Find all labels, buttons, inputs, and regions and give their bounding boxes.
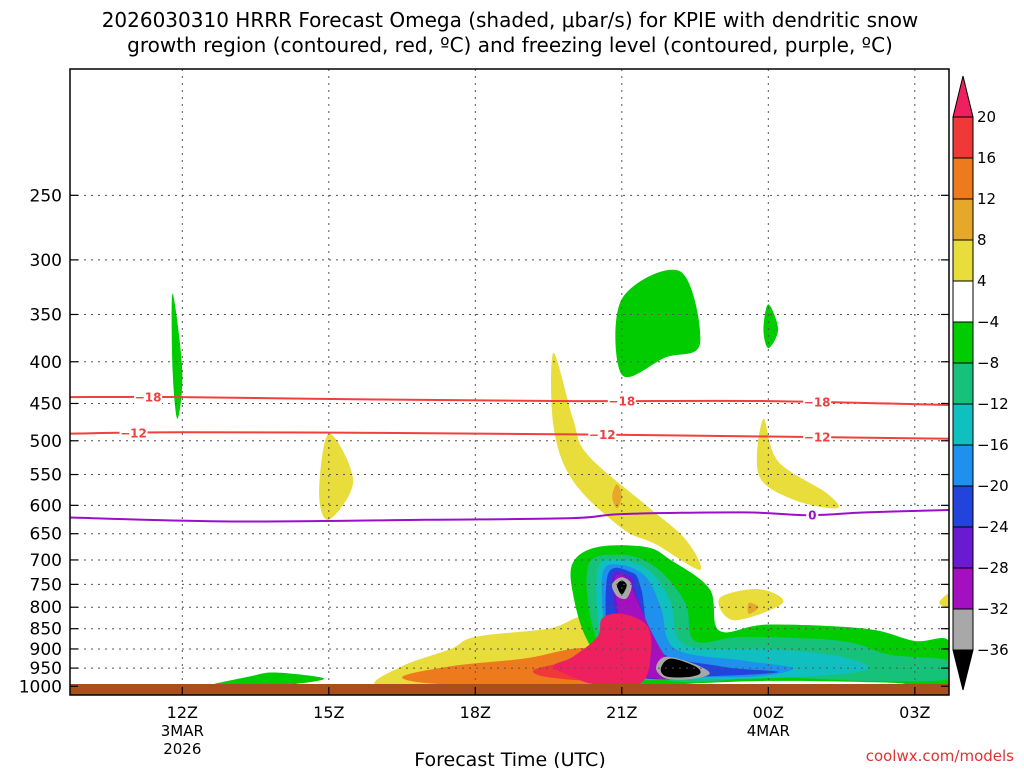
contour-label-dgz-minus18-1: −18 bbox=[608, 395, 635, 409]
contour-label-bg-dgz-minus12-1 bbox=[588, 427, 617, 442]
chart-title-line2: growth region (contoured, red, ºC) and f… bbox=[127, 33, 893, 57]
colorbar-swatch-5 bbox=[952, 280, 974, 323]
omega-region-yellow-mid-left bbox=[319, 433, 354, 521]
contour-label-dgz-minus12-1: −12 bbox=[589, 428, 616, 442]
colorbar-swatch-12 bbox=[952, 567, 974, 610]
contour-freezing-level bbox=[70, 509, 949, 523]
ytick-label-250: 250 bbox=[30, 186, 62, 206]
ytick-label-350: 350 bbox=[30, 305, 62, 325]
omega-shaded-regions bbox=[171, 269, 949, 695]
colorbar-label-12: −32 bbox=[977, 600, 1009, 618]
colorbar-swatch-2 bbox=[952, 157, 974, 200]
colorbar-swatch-6 bbox=[952, 321, 974, 364]
y-axis-ticks: 2503003504004505005506006507007508008509… bbox=[19, 186, 949, 697]
ytick-label-900: 900 bbox=[30, 640, 62, 660]
colorbar-label-1: 16 bbox=[977, 149, 996, 167]
colorbar-label-10: −24 bbox=[977, 518, 1009, 536]
colorbar-label-0: 20 bbox=[977, 108, 996, 126]
omega-region-magenta-core bbox=[553, 613, 652, 687]
colorbar-swatch-11 bbox=[952, 526, 974, 569]
omega-region-orange-small-right bbox=[747, 602, 759, 614]
colorbar-label-13: −36 bbox=[977, 641, 1009, 659]
omega-region-yellow-diagonal-right bbox=[756, 418, 839, 509]
omega-region-green-upper-left bbox=[171, 293, 183, 419]
contour-label-bg-dgz-minus18-2 bbox=[803, 395, 832, 410]
contour-label-dgz-minus18-2: −18 bbox=[804, 396, 831, 410]
colorbar-label-7: −12 bbox=[977, 395, 1009, 413]
ytick-label-850: 850 bbox=[30, 620, 62, 640]
colorbar-label-6: −8 bbox=[977, 354, 999, 372]
plot-frame bbox=[69, 68, 950, 696]
contour-label-bg-dgz-minus18-0 bbox=[134, 390, 163, 405]
omega-region-yellow-diagonal-mid bbox=[551, 352, 702, 570]
omega-region-green-upper-mid bbox=[615, 269, 701, 378]
colorbar-swatch-3 bbox=[952, 198, 974, 241]
colorbar-arrow-top bbox=[952, 75, 974, 118]
ytick-label-550: 550 bbox=[30, 466, 62, 486]
xtick-date-12Z: 3MAR bbox=[161, 722, 204, 740]
colorbar-arrow-bottom bbox=[952, 649, 974, 691]
ytick-label-800: 800 bbox=[30, 598, 62, 618]
omega-region-yellow-edge-right bbox=[939, 593, 949, 608]
contour-label-bg-dgz-minus12-0 bbox=[119, 425, 148, 440]
xtick-label-03Z: 03Z bbox=[899, 703, 930, 722]
colorbar-label-2: 12 bbox=[977, 190, 996, 208]
omega-region-orange-small-mid bbox=[612, 484, 622, 509]
colorbar-swatch-10 bbox=[952, 485, 974, 528]
temperature-contours: −18 −18 −18 −12 −12 −12 0 bbox=[70, 390, 949, 523]
ytick-label-1000: 1000 bbox=[19, 677, 62, 697]
colorbar-swatch-4 bbox=[952, 239, 974, 282]
contour-label-bg-freezing-level-0 bbox=[806, 508, 819, 523]
xtick-label-18Z: 18Z bbox=[460, 703, 491, 722]
ytick-label-750: 750 bbox=[30, 575, 62, 595]
colorbar-label-8: −16 bbox=[977, 436, 1009, 454]
xtick-label-12Z: 12Z bbox=[167, 703, 198, 722]
omega-region-green-lower-left bbox=[206, 672, 325, 688]
xtick-label-15Z: 15Z bbox=[313, 703, 344, 722]
ytick-label-400: 400 bbox=[30, 353, 62, 373]
credit-text: coolwx.com/models bbox=[866, 747, 1014, 765]
ytick-label-700: 700 bbox=[30, 551, 62, 571]
chart-title-line1: 2026030310 HRRR Forecast Omega (shaded, … bbox=[102, 8, 919, 32]
xtick-year-12Z: 2026 bbox=[163, 740, 201, 758]
colorbar-swatch-9 bbox=[952, 444, 974, 487]
contour-label-freezing-level-0: 0 bbox=[808, 509, 816, 523]
x-axis-label: Forecast Time (UTC) bbox=[414, 749, 605, 768]
ytick-label-450: 450 bbox=[30, 394, 62, 414]
colorbar-swatch-1 bbox=[952, 116, 974, 159]
xtick-label-21Z: 21Z bbox=[606, 703, 637, 722]
xtick-label-00Z: 00Z bbox=[753, 703, 784, 722]
colorbar-swatch-13 bbox=[952, 608, 974, 651]
grid-lines bbox=[70, 69, 949, 695]
contour-label-bg-dgz-minus12-2 bbox=[803, 430, 832, 445]
colorbar-swatch-7 bbox=[952, 362, 974, 405]
colorbar-label-9: −20 bbox=[977, 477, 1009, 495]
colorbar-swatch-8 bbox=[952, 403, 974, 446]
ground-surface bbox=[70, 684, 949, 695]
ytick-label-300: 300 bbox=[30, 251, 62, 271]
xtick-date-00Z: 4MAR bbox=[747, 722, 790, 740]
ytick-label-950: 950 bbox=[30, 659, 62, 679]
contour-label-bg-dgz-minus18-1 bbox=[607, 394, 636, 409]
colorbar-label-5: −4 bbox=[977, 313, 999, 331]
ytick-label-600: 600 bbox=[30, 496, 62, 516]
omega-region-green-upper-right-small bbox=[763, 304, 779, 349]
colorbar-label-4: 4 bbox=[977, 272, 987, 290]
colorbar-label-3: 8 bbox=[977, 231, 987, 249]
contour-label-dgz-minus18-0: −18 bbox=[135, 391, 162, 405]
ytick-label-500: 500 bbox=[30, 432, 62, 452]
ytick-label-650: 650 bbox=[30, 525, 62, 545]
contour-dgz-minus18 bbox=[70, 395, 949, 406]
contour-label-dgz-minus12-2: −12 bbox=[804, 431, 831, 445]
contour-label-dgz-minus12-0: −12 bbox=[120, 426, 147, 440]
contour-dgz-minus12 bbox=[70, 431, 949, 440]
colorbar-legend: 20 16 12 8 4 −4 −8 −12 −16 −20 −24 −28 −32 −36 bbox=[952, 75, 1009, 691]
colorbar-label-11: −28 bbox=[977, 559, 1009, 577]
